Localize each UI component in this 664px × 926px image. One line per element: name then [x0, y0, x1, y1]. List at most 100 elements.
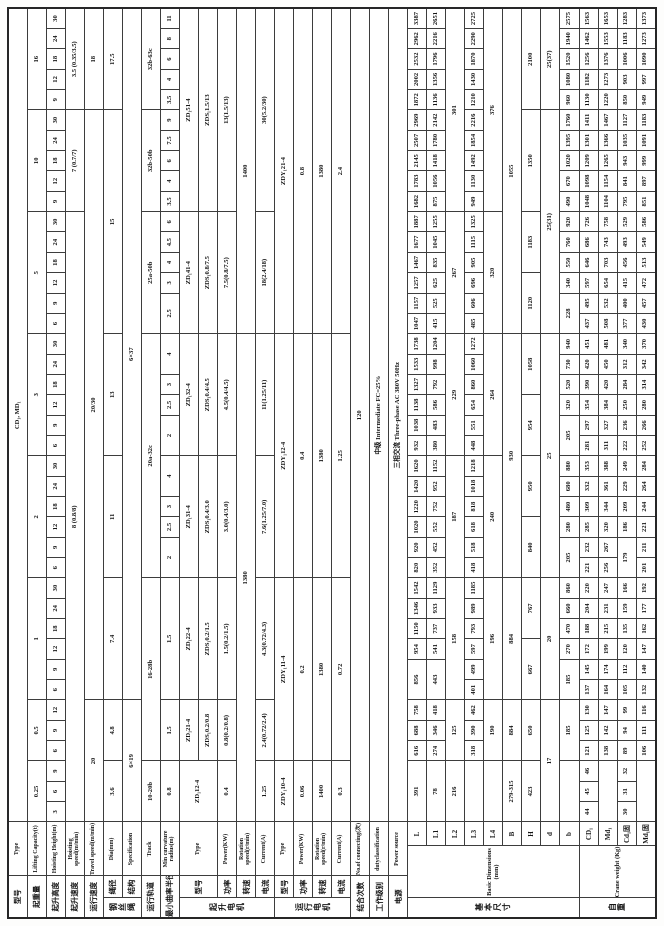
table-cell: 18 [46, 48, 66, 70]
dimension-label: L1 [426, 821, 446, 846]
row-label: 最小曲率半径 [160, 875, 180, 918]
table-cell: 1090 [636, 48, 656, 70]
table-cell: 18 [46, 150, 66, 171]
table-cell: 1104 [598, 191, 618, 212]
table-row: b 185 185 270 470 660 860 205 280 480 680 880 205 320… [559, 8, 579, 918]
table-cell: 0.72 [331, 577, 351, 761]
table-cell: 2575 [559, 8, 579, 29]
table-cell: 670 [559, 170, 579, 192]
table-cell: 391 [407, 760, 427, 822]
row-label: 功率 [217, 875, 237, 898]
table-cell: 932 [407, 435, 427, 456]
table-cell: 1257 [407, 272, 427, 294]
table-cell: 1058 [521, 333, 541, 395]
table-cell: 415 [617, 272, 637, 294]
table-cell: 370 [636, 333, 656, 355]
table-cell: 3.5 [160, 89, 180, 110]
row-label: 起升速度 [65, 875, 85, 918]
table-cell: 1047 [407, 313, 427, 334]
table-cell: 999 [636, 150, 656, 171]
group-label: 运行电机 [274, 898, 351, 918]
table-cell: 215 [598, 618, 618, 639]
table-cell: 792 [426, 374, 446, 395]
table-cell: 30 [46, 455, 66, 477]
table-cell: 1283 [617, 8, 637, 29]
table-cell: 311 [598, 435, 618, 456]
table-cell: 142 [598, 720, 618, 741]
row-label: Crane weight (Kg) [579, 845, 656, 898]
table-cell: 884 [502, 699, 522, 761]
table-cell [598, 760, 618, 822]
table-cell: 1780 [426, 130, 446, 151]
table-cell: 270 [559, 638, 579, 660]
table-cell: 3.5 [160, 191, 180, 212]
table-cell: 30 [46, 8, 66, 29]
table-cell: 250 [617, 394, 637, 416]
table-cell: 236 [617, 415, 637, 436]
table-cell: 25(31) [540, 109, 560, 334]
table-cell: 1120 [521, 272, 541, 334]
table-cell: 597 [579, 272, 599, 294]
table-cell: 264 [483, 333, 503, 456]
table-cell: 116 [636, 699, 656, 721]
table-cell: 2.5 [160, 293, 180, 334]
table-cell: 1356 [426, 69, 446, 90]
table-cell: 0.3 [331, 760, 351, 822]
dimension-label: B [502, 821, 522, 846]
table-cell: 767 [521, 577, 541, 639]
table-cell: 520 [559, 374, 579, 395]
table-cell: 0.8(0.2/0.8) [217, 699, 237, 761]
table-cell: ZDY₁11-4 [274, 577, 294, 761]
table-cell: 532 [598, 293, 618, 314]
table-cell: 89 [617, 740, 637, 761]
table-cell: 1045 [426, 232, 446, 253]
table-cell: 860 [559, 577, 579, 599]
table-cell: 930 [502, 333, 522, 578]
table-cell: 667 [521, 638, 541, 700]
table-cell: 943 [617, 150, 637, 171]
row-label: 型号 [179, 875, 218, 898]
table-cell: 30(5.2/30) [255, 8, 275, 212]
table-cell: 353 [579, 455, 599, 477]
table-cell: 30 [617, 801, 637, 822]
table-cell: 4 [160, 170, 180, 192]
row-label: Basic Dimensions (mm) [407, 845, 579, 898]
row-label: Power source [388, 821, 408, 876]
table-cell: 549 [636, 232, 656, 253]
table-cell: 1273 [598, 69, 618, 90]
table-cell: 3 [160, 272, 180, 294]
table-cell: 457 [636, 293, 656, 314]
dimension-label: H [521, 821, 541, 846]
table-cell: 318 [464, 740, 484, 761]
row-label: 结构 [122, 875, 142, 898]
table-cell: ZD₁41-4 [179, 211, 199, 334]
table-cell: ZDS₁1.5/13 [198, 8, 218, 212]
table-cell: 164 [598, 679, 618, 700]
table-cell: 7.4 [103, 577, 123, 700]
table-cell: 1854 [464, 130, 484, 151]
table-cell: 247 [598, 577, 618, 599]
table-cell: 949 [464, 191, 484, 212]
table-cell: 9 [46, 659, 66, 680]
table-cell: 4 [160, 455, 180, 497]
table-cell: 1115 [464, 232, 484, 253]
table-cell: 244 [636, 496, 656, 517]
table-cell: 437 [579, 313, 599, 334]
table-cell: 2532 [407, 48, 427, 70]
table-cell: 1682 [407, 191, 427, 212]
row-label: Travel speed(m/min) [84, 821, 104, 876]
table-cell: 9 [46, 760, 66, 782]
table-cell: 2002 [407, 69, 427, 90]
table-cell: 20/30 [84, 109, 104, 700]
table-cell: 32b-50b [141, 109, 161, 212]
table-row: L1 78 274 346 418 443 541 737 933 1129 352 452 552 75… [426, 8, 446, 918]
table-cell: 9 [46, 293, 66, 314]
table-cell: 132 [636, 679, 656, 700]
table-cell: 1796 [426, 48, 446, 70]
table-cell: 4.5 [160, 232, 180, 253]
table-cell: 177 [636, 598, 656, 619]
table-cell: 94 [617, 720, 637, 741]
row-label: Specification [122, 821, 142, 876]
table-cell: 851 [636, 191, 656, 212]
table-cell: 229 [617, 476, 637, 497]
